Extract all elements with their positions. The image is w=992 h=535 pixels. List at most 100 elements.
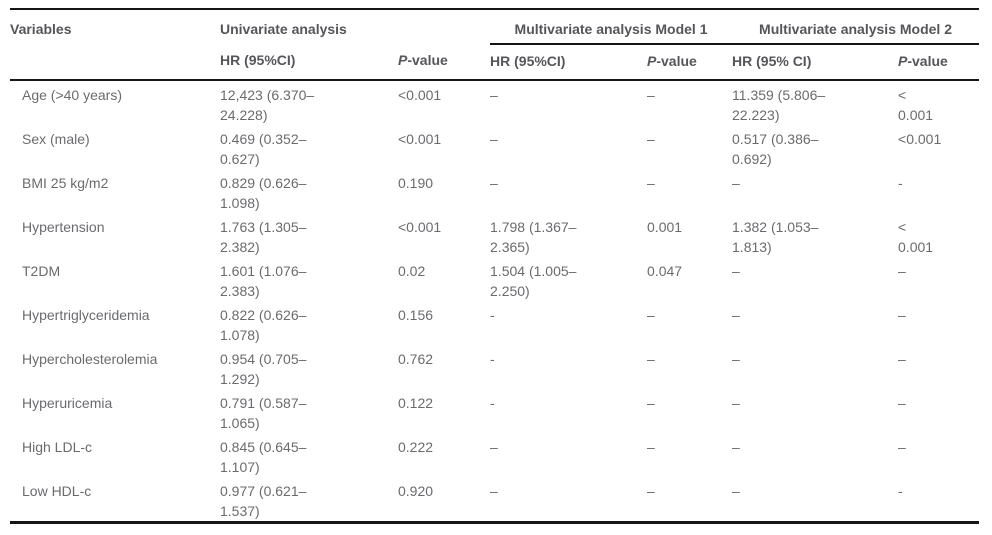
data-cell: – xyxy=(490,87,498,103)
table-row: Low HDL-c 0.977 (0.621– 1.537) 0.920 – – – - xyxy=(10,477,979,523)
header-model1-pvalue: P-value xyxy=(647,44,733,81)
row-variable: Sex (male) xyxy=(22,131,90,147)
data-cell: 0.190 xyxy=(398,175,434,191)
data-cell: 0.156 xyxy=(398,307,434,323)
table-row: Hypertriglyceridemia 0.822 (0.626– 1.078)… xyxy=(10,301,979,345)
data-cell: 0.845 (0.645– 1.107) xyxy=(220,439,307,475)
row-variable: Hypertriglyceridemia xyxy=(22,307,150,323)
data-cell: – xyxy=(732,483,740,499)
data-cell: 1.504 (1.005– 2.250) xyxy=(490,263,577,299)
data-cell: 0.791 (0.587– 1.065) xyxy=(220,395,307,431)
p-label-italic: P xyxy=(647,53,657,69)
header-univariate-hr: HR (95%CI) xyxy=(220,44,398,81)
row-variable: Hypercholesterolemia xyxy=(22,351,158,367)
data-cell: < 0.001 xyxy=(898,87,934,123)
data-cell: 0.762 xyxy=(398,351,434,367)
data-cell: 12,423 (6.370– 24.228) xyxy=(220,87,315,123)
data-cell: – xyxy=(898,307,906,323)
row-variable: Hyperuricemia xyxy=(22,395,113,411)
data-cell: – xyxy=(898,351,906,367)
header-univariate-analysis: Univariate analysis xyxy=(220,21,347,37)
table-row: Sex (male) 0.469 (0.352– 0.627) <0.001 – – 0.… xyxy=(10,125,979,169)
data-cell: 0.920 xyxy=(398,483,434,499)
header-model2-hr: HR (95% CI) xyxy=(732,44,899,81)
p-label-rest: -value xyxy=(907,53,948,69)
header-model2-pvalue: P-value xyxy=(898,44,980,81)
data-cell: – xyxy=(647,483,655,499)
table-row: BMI 25 kg/m2 0.829 (0.626– 1.098) 0.190 – – –… xyxy=(10,169,979,213)
data-cell: 0.829 (0.626– 1.098) xyxy=(220,175,307,211)
data-cell: - xyxy=(490,307,495,323)
data-cell: – xyxy=(647,175,655,191)
data-cell: – xyxy=(647,307,655,323)
data-cell: – xyxy=(898,395,906,411)
data-cell: – xyxy=(490,483,498,499)
data-cell: 0.222 xyxy=(398,439,434,455)
header-multivariate-model2: Multivariate analysis Model 2 xyxy=(732,9,980,45)
data-cell: 0.047 xyxy=(647,263,683,279)
data-cell: 0.977 (0.621– 1.537) xyxy=(220,483,307,519)
data-cell: 0.517 (0.386– 0.692) xyxy=(732,131,819,167)
data-cell: – xyxy=(490,175,498,191)
table-row: Age (>40 years) 12,423 (6.370– 24.228) <0.… xyxy=(10,80,979,125)
data-cell: – xyxy=(490,439,498,455)
data-cell: 1.382 (1.053– 1.813) xyxy=(732,219,819,255)
p-label-rest: -value xyxy=(407,52,448,68)
row-variable: BMI 25 kg/m2 xyxy=(22,175,109,191)
table-row: High LDL-c 0.845 (0.645– 1.107) 0.222 – – – – xyxy=(10,433,979,477)
data-cell: – xyxy=(898,263,906,279)
data-cell: – xyxy=(490,131,498,147)
data-cell: - xyxy=(490,395,495,411)
row-variable: Hypertension xyxy=(22,219,105,235)
data-cell: – xyxy=(732,307,740,323)
header-univariate-pvalue: P-value xyxy=(398,44,491,81)
data-cell: – xyxy=(647,87,655,103)
data-cell: – xyxy=(732,351,740,367)
data-cell: 0.001 xyxy=(647,219,683,235)
data-cell: – xyxy=(647,439,655,455)
data-cell: <0.001 xyxy=(398,87,442,103)
row-variable: Low HDL-c xyxy=(22,483,92,499)
p-label-italic: P xyxy=(898,53,908,69)
data-cell: – xyxy=(647,395,655,411)
table-header: Variables Univariate analysis Multivaria… xyxy=(10,9,980,81)
group-header-row: Variables Univariate analysis Multivaria… xyxy=(10,9,980,81)
data-cell: 1.601 (1.076– 2.383) xyxy=(220,263,307,299)
data-cell: – xyxy=(647,351,655,367)
data-cell: – xyxy=(647,131,655,147)
data-cell: 0.469 (0.352– 0.627) xyxy=(220,131,307,167)
table-row: Hypertension 1.763 (1.305– 2.382) <0.001 1.… xyxy=(10,213,979,257)
p-label-italic: P xyxy=(398,52,408,68)
sub-header-row: HR (95%CI) P-value HR (95%CI) P-value HR… xyxy=(10,44,980,81)
data-cell: < 0.001 xyxy=(898,219,934,255)
row-variable: T2DM xyxy=(22,263,61,279)
data-cell: 11.359 (5.806– 22.223) xyxy=(732,87,826,123)
data-cell: - xyxy=(898,175,903,191)
header-variables: Variables xyxy=(10,9,220,81)
table-body: Age (>40 years) 12,423 (6.370– 24.228) <0.… xyxy=(10,80,979,523)
data-cell: 0.954 (0.705– 1.292) xyxy=(220,351,307,387)
table-row: Hypercholesterolemia 0.954 (0.705– 1.292)… xyxy=(10,345,979,389)
data-cell: – xyxy=(732,263,740,279)
data-cell: – xyxy=(732,175,740,191)
data-cell: 0.122 xyxy=(398,395,434,411)
data-cell: – xyxy=(732,439,740,455)
data-cell: – xyxy=(898,439,906,455)
table-row: Hyperuricemia 0.791 (0.587– 1.065) 0.122 - –… xyxy=(10,389,979,433)
data-cell: <0.001 xyxy=(398,131,442,147)
table-row: T2DM 1.601 (1.076– 2.383) 0.02 1.504 (1.005… xyxy=(10,257,979,301)
analysis-table-container: Variables Univariate analysis Multivaria… xyxy=(10,8,980,524)
data-cell: 0.822 (0.626– 1.078) xyxy=(220,307,307,343)
data-cell: 1.763 (1.305– 2.382) xyxy=(220,219,307,255)
data-cell: - xyxy=(898,483,903,499)
data-cell: <0.001 xyxy=(398,219,442,235)
data-cell: 1.798 (1.367– 2.365) xyxy=(490,219,577,255)
row-variable: High LDL-c xyxy=(22,439,93,455)
data-cell: <0.001 xyxy=(898,131,942,147)
p-label-rest: -value xyxy=(656,53,697,69)
row-variable: Age (>40 years) xyxy=(22,87,122,103)
header-model1-hr: HR (95%CI) xyxy=(490,44,648,81)
data-cell: – xyxy=(732,395,740,411)
header-multivariate-model1: Multivariate analysis Model 1 xyxy=(490,9,733,45)
data-cell: 0.02 xyxy=(398,263,426,279)
